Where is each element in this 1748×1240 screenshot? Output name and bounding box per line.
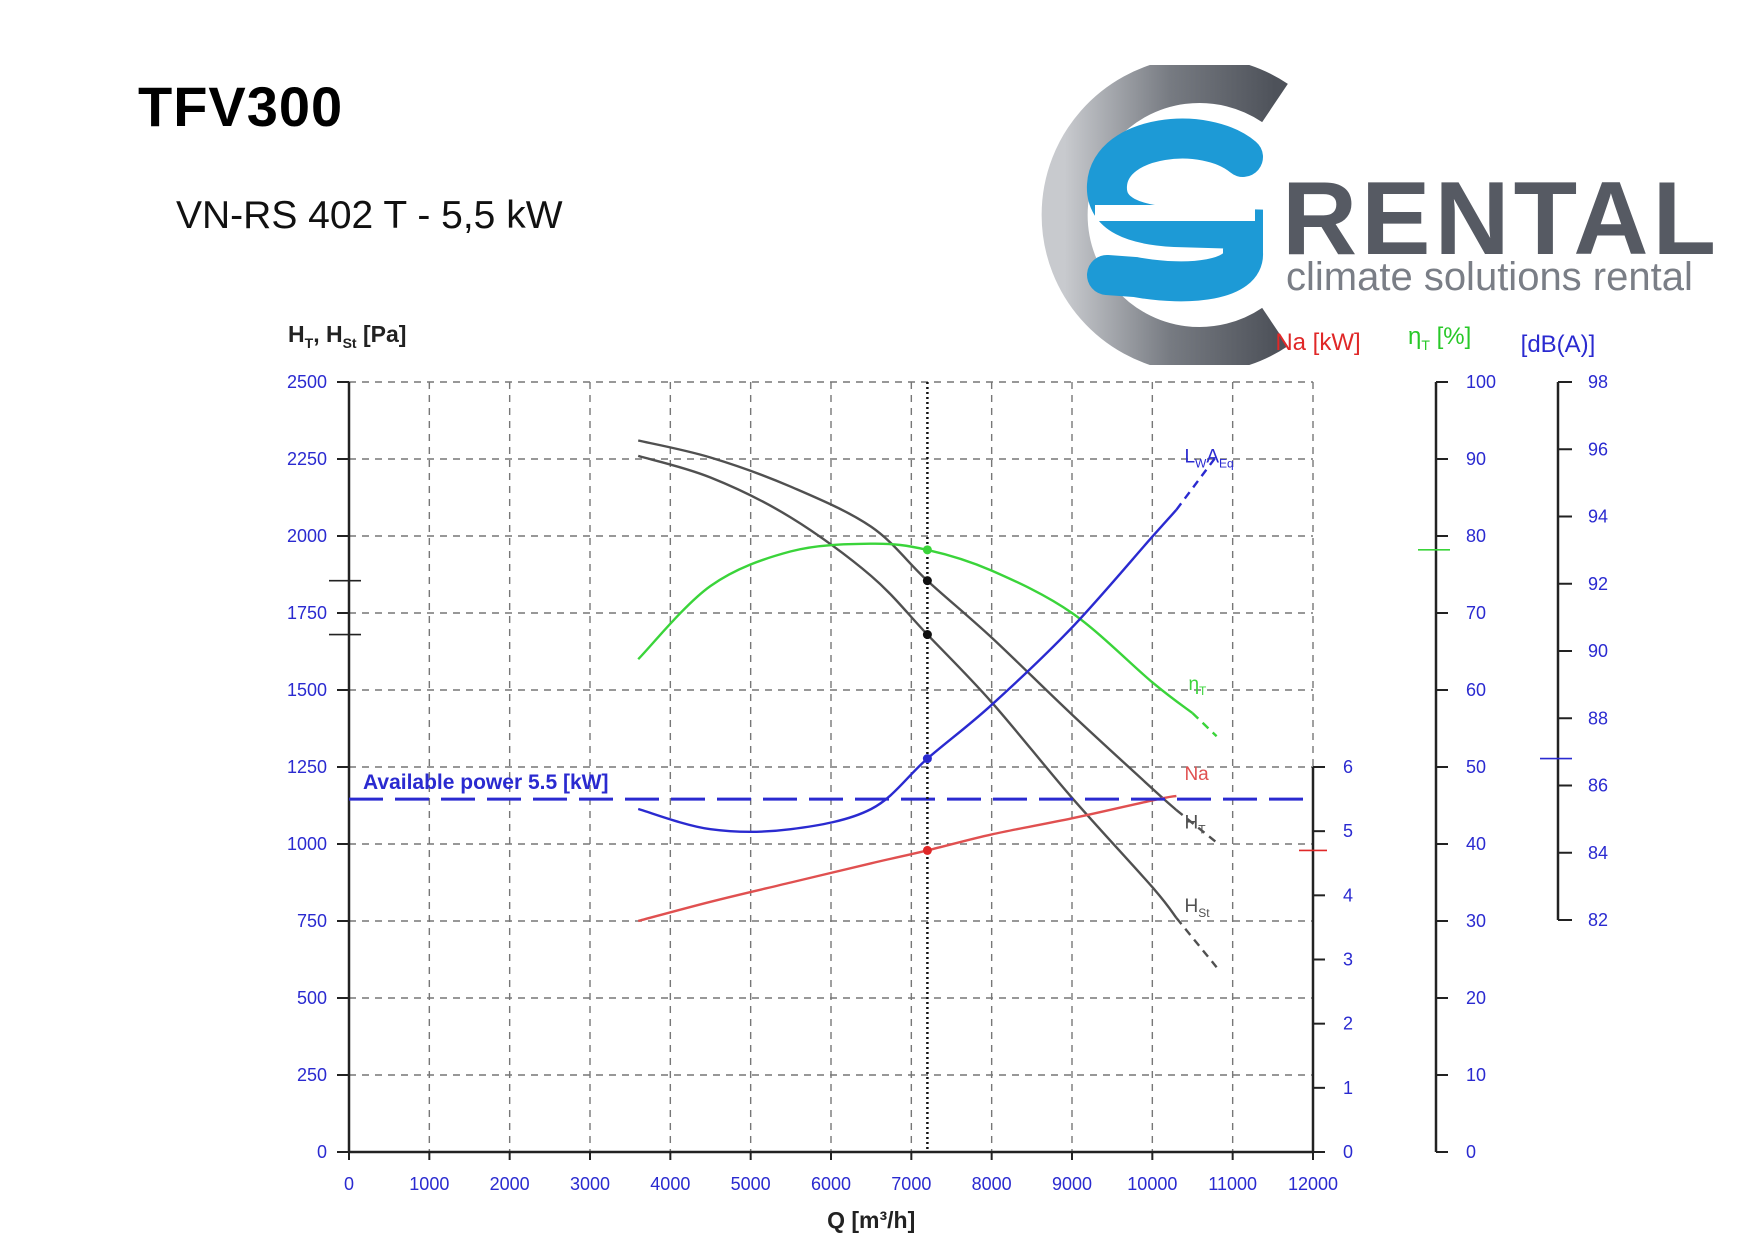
x-tick-label: 11000: [1208, 1174, 1257, 1194]
pressure-tick-label: 1500: [287, 680, 327, 700]
x-tick-label: 12000: [1288, 1174, 1338, 1194]
efficiency-tick-label: 90: [1466, 449, 1486, 469]
x-tick-label: 8000: [972, 1174, 1012, 1194]
power-tick-label: 0: [1343, 1142, 1353, 1162]
pressure-axis-title: HT, HSt [Pa]: [288, 321, 406, 351]
pressure-tick-label: 2250: [287, 449, 327, 469]
x-tick-label: 3000: [570, 1174, 610, 1194]
efficiency-curve: [637, 542, 1194, 715]
sound-tick-label: 86: [1588, 776, 1608, 796]
pressure-tick-label: 750: [297, 911, 327, 931]
hst-curve-label: HSt: [1184, 896, 1210, 920]
power-tick-label: 2: [1343, 1014, 1353, 1034]
ht-curve-extrapolated: [1175, 809, 1218, 844]
page-subtitle: VN-RS 402 T - 5,5 kW: [176, 194, 563, 237]
x-axis-title: Q [m³/h]: [827, 1207, 915, 1233]
power-curve-label: Na: [1184, 764, 1209, 785]
operating-point-ht: [922, 576, 932, 586]
power-tick-label: 6: [1343, 757, 1353, 777]
c-ring-icon: [1041, 65, 1288, 365]
operating-point-efficiency: [922, 545, 932, 555]
operating-point-hst: [922, 630, 932, 640]
efficiency-tick-label: 100: [1466, 372, 1496, 392]
sound-curve-label: LWAEq: [1184, 447, 1233, 471]
operating-point-sound: [922, 754, 932, 764]
x-tick-label: 9000: [1052, 1174, 1092, 1194]
company-logo: [1041, 65, 1288, 365]
efficiency-tick-label: 50: [1466, 757, 1486, 777]
page-title: TFV300: [138, 75, 344, 138]
efficiency-tick-label: 10: [1466, 1065, 1486, 1085]
power-tick-label: 3: [1343, 950, 1353, 970]
pressure-tick-label: 2500: [287, 372, 327, 392]
power-tick-label: 4: [1343, 885, 1353, 905]
x-tick-label: 6000: [811, 1174, 851, 1194]
sound-tick-label: 88: [1588, 708, 1608, 728]
sound-tick-label: 82: [1588, 910, 1608, 930]
hst-curve: [637, 454, 1178, 919]
power-curve: [637, 794, 1177, 923]
x-tick-label: 0: [344, 1174, 354, 1194]
sound-curve: [637, 509, 1178, 833]
efficiency-tick-label: 0: [1466, 1142, 1476, 1162]
efficiency-tick-label: 80: [1466, 526, 1486, 546]
brand-word: RENTAL: [1282, 161, 1721, 277]
efficiency-tick-label: 40: [1466, 834, 1486, 854]
pressure-tick-label: 0: [317, 1142, 327, 1162]
pressure-tick-label: 500: [297, 988, 327, 1008]
sound-tick-label: 94: [1588, 507, 1608, 527]
efficiency-curve-label: ηT: [1188, 674, 1207, 698]
pressure-tick-label: 1000: [287, 834, 327, 854]
ht-curve: [637, 439, 1178, 811]
x-tick-label: 10000: [1127, 1174, 1177, 1194]
hst-curve-extrapolated: [1175, 917, 1218, 968]
brand-tagline: climate solutions rental: [1286, 255, 1693, 299]
efficiency-tick-label: 70: [1466, 603, 1486, 623]
efficiency-curve-extrapolated: [1191, 712, 1218, 738]
sound-tick-label: 92: [1588, 574, 1608, 594]
sound-tick-label: 84: [1588, 843, 1608, 863]
pressure-tick-label: 1250: [287, 757, 327, 777]
power-tick-label: 1: [1343, 1078, 1353, 1098]
sound-tick-label: 96: [1588, 439, 1608, 459]
power-tick-label: 5: [1343, 821, 1353, 841]
efficiency-tick-label: 20: [1466, 988, 1486, 1008]
x-tick-label: 1000: [409, 1174, 449, 1194]
x-tick-label: 5000: [731, 1174, 771, 1194]
pressure-tick-label: 250: [297, 1065, 327, 1085]
sound-tick-label: 98: [1588, 372, 1608, 392]
operating-point-power: [922, 845, 932, 855]
pressure-tick-label: 1750: [287, 603, 327, 623]
efficiency-tick-label: 30: [1466, 911, 1486, 931]
efficiency-tick-label: 60: [1466, 680, 1486, 700]
available-power-label: Available power 5.5 [kW]: [363, 771, 608, 794]
pressure-tick-label: 2000: [287, 526, 327, 546]
x-tick-label: 4000: [650, 1174, 690, 1194]
sound-curve-extrapolated: [1175, 455, 1218, 511]
ht-curve-label: HT: [1184, 813, 1206, 837]
sound-tick-label: 90: [1588, 641, 1608, 661]
x-tick-label: 2000: [490, 1174, 530, 1194]
x-tick-label: 7000: [891, 1174, 931, 1194]
